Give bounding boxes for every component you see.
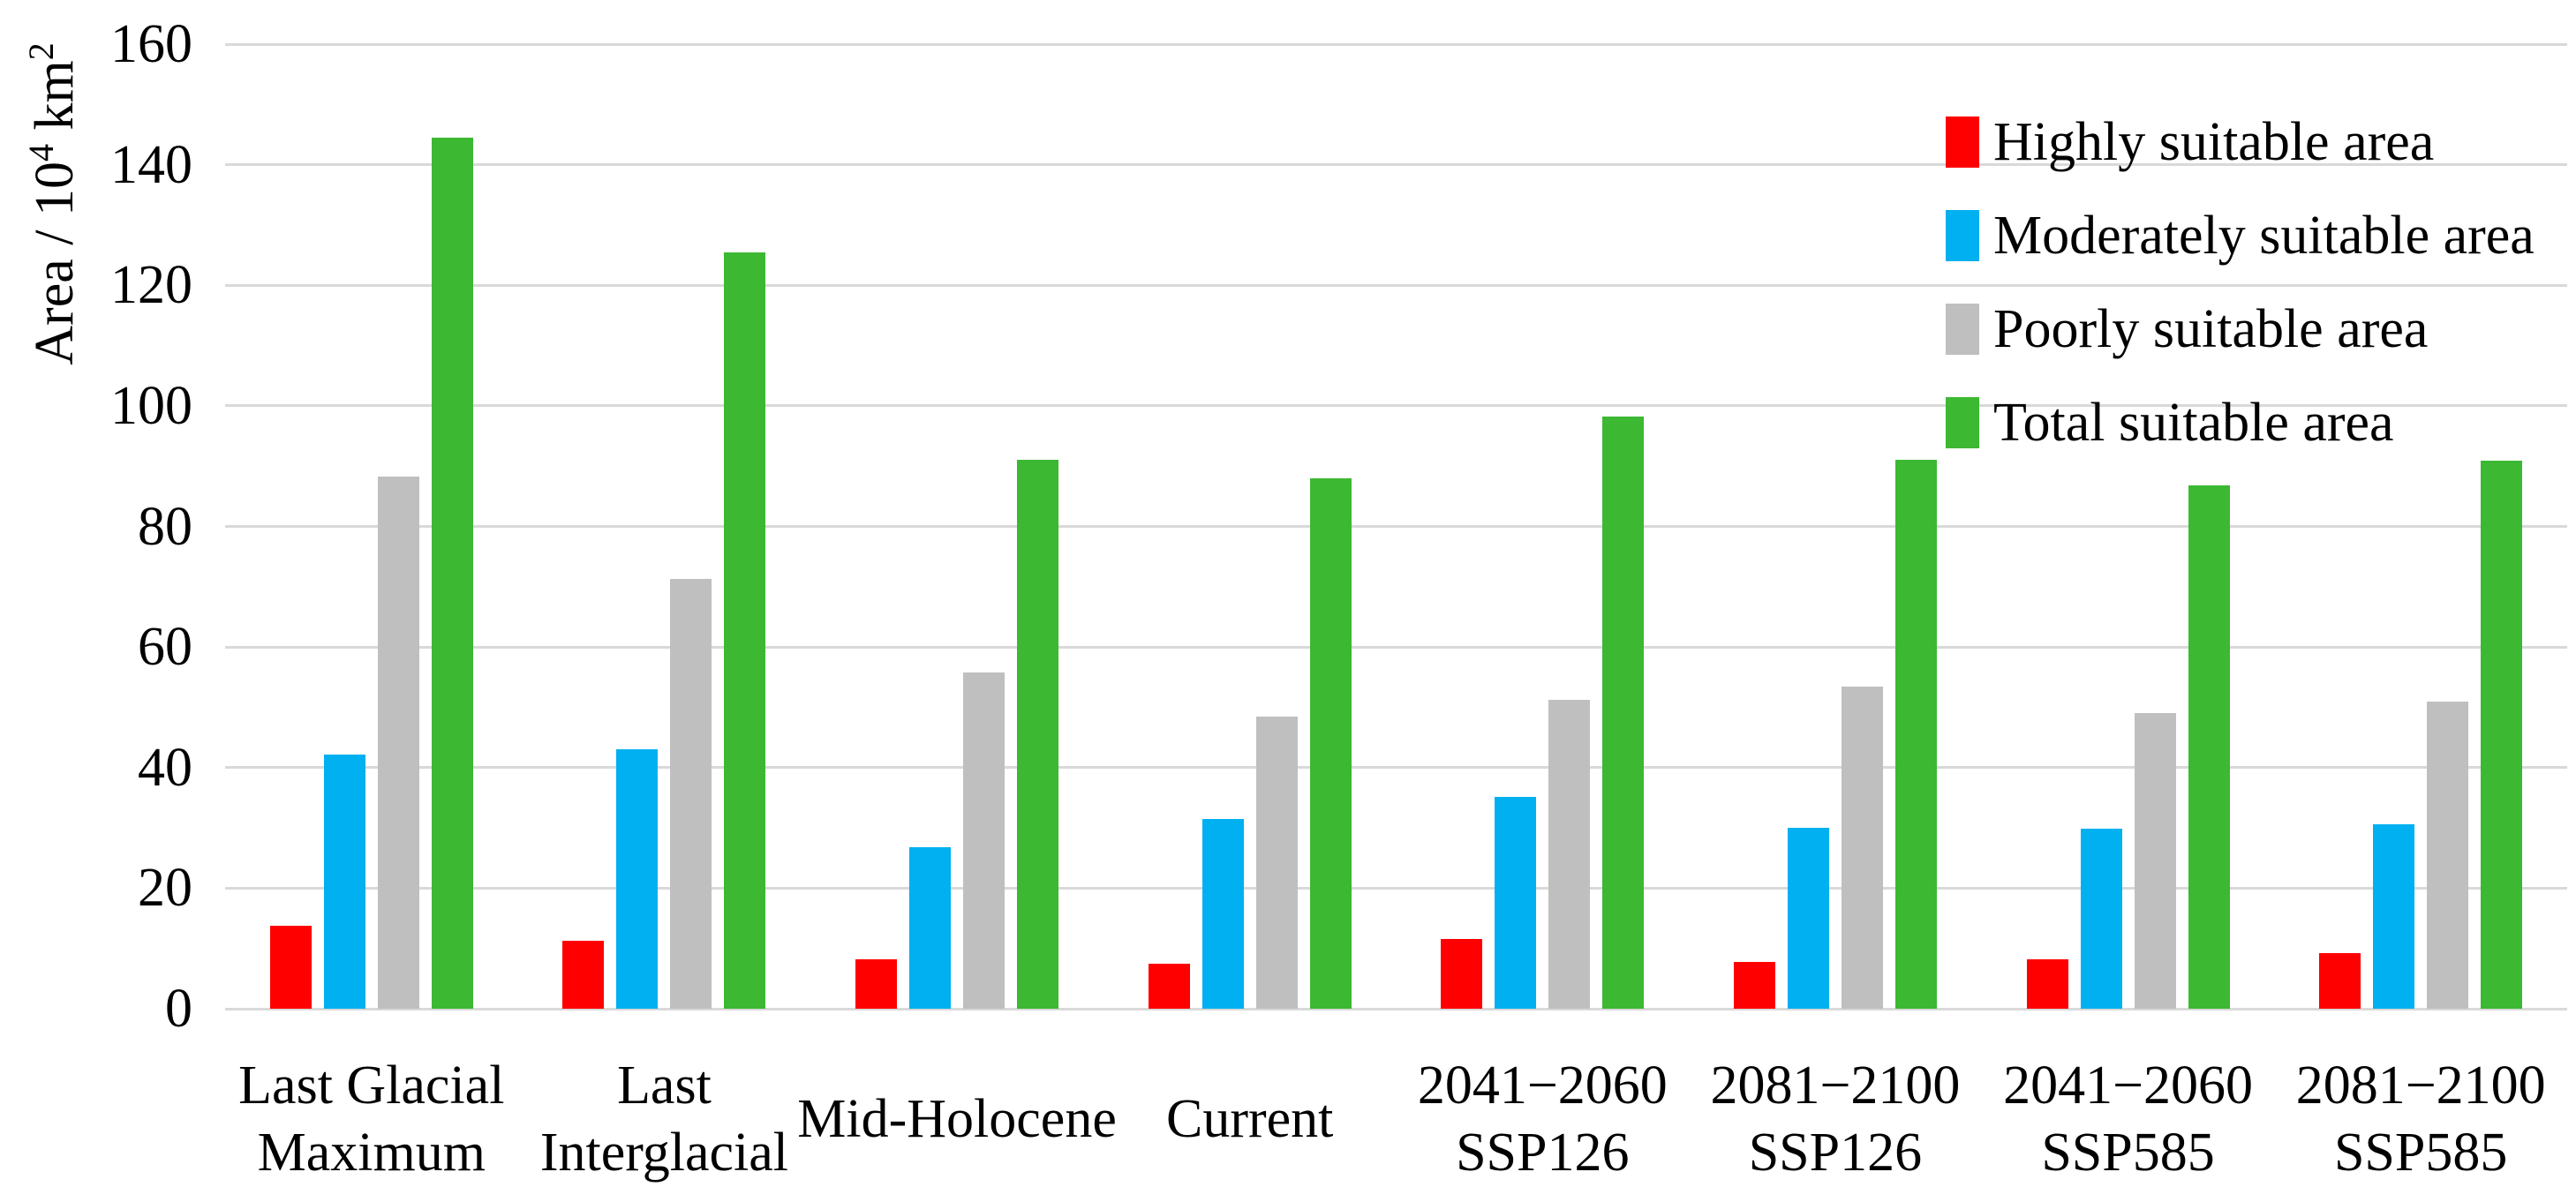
bar-group2-total-suitable-area [724, 252, 766, 1009]
gridline-140 [225, 163, 2567, 167]
bar-group1-poorly-suitable-area [377, 476, 419, 1009]
y-tick-label-120: 120 [110, 255, 192, 316]
legend-label: Highly suitable area [1993, 112, 2435, 172]
gridline-120 [225, 283, 2567, 287]
gridline-60 [225, 645, 2567, 649]
y-tick-label-0: 0 [165, 979, 192, 1039]
x-axis-label-line: 2041−2060 [2003, 1056, 2254, 1116]
bar-group3-highly-suitable-area [855, 958, 898, 1009]
bar-group5-total-suitable-area [1602, 417, 1645, 1009]
bar-group5-poorly-suitable-area [1548, 699, 1591, 1009]
bar-group2-highly-suitable-area [562, 941, 605, 1009]
bar-group8-highly-suitable-area [2319, 953, 2361, 1009]
y-tick-label-160: 160 [110, 14, 192, 74]
bar-group7-poorly-suitable-area [2134, 713, 2176, 1009]
x-axis-label-4: Current [968, 1043, 1533, 1195]
bar-group1-moderately-suitable-area [323, 755, 365, 1009]
legend-swatch-icon [1946, 304, 1979, 355]
gridline-80 [225, 525, 2567, 528]
bar-group8-poorly-suitable-area [2427, 701, 2469, 1009]
x-axis-label-line: Last [617, 1056, 712, 1116]
legend-swatch-icon [1946, 116, 1979, 168]
legend-label: Moderately suitable area [1993, 206, 2535, 266]
x-axis-label-5: 2041−2060 SSP126 [1260, 1043, 1825, 1195]
y-tick-label-20: 20 [138, 858, 192, 919]
legend-item-highly-suitable-area: Highly suitable area [1946, 110, 2434, 174]
x-axis-label-line: Mid-Holocene [797, 1089, 1117, 1149]
x-axis-label-3: Mid-Holocene [674, 1043, 1239, 1195]
legend-item-total-suitable-area: Total suitable area [1946, 391, 2394, 455]
x-axis-label-8: 2081−2100 SSP585 [2138, 1043, 2576, 1195]
bar-group2-moderately-suitable-area [616, 748, 659, 1009]
bar-group3-poorly-suitable-area [963, 672, 1006, 1009]
bar-group2-poorly-suitable-area [670, 578, 712, 1009]
x-axis-label-line: SSP126 [1748, 1123, 1923, 1183]
x-axis-label-1: Last Glacial Maximum [89, 1043, 654, 1195]
bar-group7-moderately-suitable-area [2080, 829, 2122, 1009]
bar-group1-total-suitable-area [431, 137, 473, 1009]
legend-label: Total suitable area [1993, 393, 2394, 453]
bar-group6-poorly-suitable-area [1841, 687, 1883, 1009]
bar-group8-moderately-suitable-area [2373, 823, 2415, 1009]
x-axis-label-7: 2041−2060 SSP585 [1846, 1043, 2411, 1195]
bar-group4-poorly-suitable-area [1255, 716, 1298, 1009]
bar-group6-highly-suitable-area [1733, 962, 1775, 1009]
legend-swatch-icon [1946, 397, 1979, 448]
y-tick-label-100: 100 [110, 375, 192, 436]
x-axis-label-line: Maximum [257, 1123, 486, 1183]
bar-group4-highly-suitable-area [1148, 964, 1190, 1009]
bar-group1-highly-suitable-area [269, 926, 312, 1009]
legend-swatch-icon [1946, 210, 1979, 261]
bar-group8-total-suitable-area [2481, 461, 2523, 1009]
bar-group5-highly-suitable-area [1441, 939, 1483, 1009]
x-axis-label-line: 2041−2060 [1417, 1056, 1668, 1116]
gridline-40 [225, 766, 2567, 770]
x-axis-label-line: SSP585 [2333, 1123, 2508, 1183]
y-tick-label-40: 40 [138, 737, 192, 798]
y-tick-label-60: 60 [138, 617, 192, 678]
x-axis-label-line: SSP585 [2041, 1123, 2215, 1183]
x-axis-label-line: SSP126 [1456, 1123, 1630, 1183]
bar-group3-moderately-suitable-area [909, 846, 952, 1009]
gridline-20 [225, 886, 2567, 890]
x-axis-label-line: Interglacial [539, 1123, 789, 1183]
x-axis-label-2: Last Interglacial [381, 1043, 946, 1195]
legend-item-moderately-suitable-area: Moderately suitable area [1946, 204, 2535, 267]
bar-group7-total-suitable-area [2188, 485, 2230, 1009]
bar-group5-moderately-suitable-area [1495, 796, 1537, 1009]
x-axis-label-6: 2081−2100 SSP126 [1553, 1043, 2118, 1195]
x-axis-label-line: Last Glacial [238, 1056, 505, 1116]
bar-group6-moderately-suitable-area [1787, 828, 1829, 1009]
bar-group4-total-suitable-area [1309, 477, 1352, 1009]
x-axis-label-line: 2081−2100 [2295, 1056, 2546, 1116]
bar-group4-moderately-suitable-area [1201, 819, 1244, 1009]
bar-group6-total-suitable-area [1894, 459, 1937, 1009]
legend-label: Poorly suitable area [1993, 299, 2429, 359]
gridline-0 [225, 1007, 2567, 1010]
x-axis-label-line: 2081−2100 [1710, 1056, 1961, 1116]
gridline-160 [225, 42, 2567, 46]
y-tick-label-140: 140 [110, 134, 192, 195]
legend-item-poorly-suitable-area: Poorly suitable area [1946, 297, 2428, 361]
bar-group3-total-suitable-area [1017, 460, 1059, 1009]
y-tick-label-80: 80 [138, 496, 192, 557]
bar-group7-highly-suitable-area [2026, 958, 2068, 1009]
x-axis-label-line: Current [1165, 1089, 1334, 1149]
gridline-100 [225, 404, 2567, 408]
